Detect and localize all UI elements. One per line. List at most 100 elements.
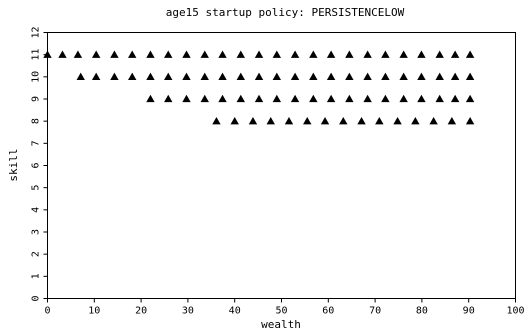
- data-point-marker: [357, 116, 366, 125]
- y-tick-label: 10: [31, 71, 42, 83]
- data-point-marker: [411, 116, 420, 125]
- data-point-marker: [254, 50, 264, 58]
- data-point-marker: [345, 72, 354, 80]
- x-tick-label: 100: [506, 306, 524, 317]
- data-point-marker: [435, 50, 444, 58]
- data-point-marker: [320, 116, 330, 125]
- data-point-marker: [393, 116, 402, 125]
- data-point-marker: [218, 50, 227, 58]
- data-point-marker: [417, 50, 426, 58]
- data-point-marker: [76, 72, 85, 80]
- data-point-marker: [272, 94, 282, 103]
- y-tick-label: 11: [31, 49, 42, 61]
- x-tick-label: 90: [463, 306, 475, 317]
- x-tick-label: 70: [369, 306, 381, 317]
- data-point-marker: [345, 50, 354, 58]
- data-point-marker: [200, 94, 209, 103]
- data-point-marker: [236, 94, 245, 103]
- y-tick-label: 8: [31, 118, 42, 124]
- chart-title: age15 startup policy: PERSISTENCELOW: [166, 6, 405, 19]
- data-point-marker: [309, 50, 318, 58]
- data-point-marker: [146, 94, 155, 103]
- data-point-marker: [290, 72, 300, 80]
- data-point-marker: [200, 72, 209, 80]
- x-tick-label: 30: [182, 306, 194, 317]
- data-point-marker: [128, 72, 137, 80]
- x-tick-label: 40: [229, 306, 241, 317]
- data-point-marker: [58, 50, 67, 58]
- data-point-marker: [182, 94, 191, 103]
- data-point-marker: [381, 94, 390, 103]
- y-tick-label: 2: [31, 251, 42, 257]
- data-point-marker: [266, 116, 275, 125]
- data-point-marker: [399, 72, 408, 80]
- data-point-marker: [435, 72, 444, 80]
- data-point-marker: [164, 94, 173, 103]
- data-point-marker: [381, 50, 390, 58]
- data-point-marker: [182, 50, 191, 58]
- data-point-marker: [363, 72, 372, 80]
- y-tick-label: 1: [31, 273, 42, 279]
- x-tick-label: 0: [44, 306, 50, 317]
- data-point-marker: [345, 94, 354, 103]
- data-point-marker: [182, 72, 191, 80]
- x-tick-label: 80: [416, 306, 428, 317]
- data-point-marker: [110, 50, 119, 58]
- data-point-marker: [230, 116, 239, 125]
- data-point-marker: [363, 94, 372, 103]
- data-point-marker: [435, 94, 444, 103]
- data-point-marker: [290, 50, 300, 58]
- data-point-marker: [272, 72, 282, 80]
- data-point-marker: [272, 50, 282, 58]
- data-point-marker: [212, 116, 221, 125]
- data-point-marker: [465, 116, 475, 125]
- x-axis-label: wealth: [261, 318, 301, 331]
- data-point-marker: [110, 72, 119, 80]
- data-point-marker: [236, 72, 245, 80]
- data-point-marker: [218, 94, 227, 103]
- data-point-marker: [326, 50, 336, 58]
- y-tick-label: 6: [31, 162, 42, 168]
- y-axis-label: skill: [7, 148, 20, 181]
- y-tick-label: 3: [31, 229, 42, 235]
- data-point-marker: [254, 72, 264, 80]
- data-point-marker: [128, 50, 137, 58]
- x-tick-label: 10: [88, 306, 100, 317]
- data-point-marker: [417, 72, 426, 80]
- y-tick-label: 7: [31, 140, 42, 146]
- data-point-marker: [164, 72, 173, 80]
- data-point-marker: [417, 94, 426, 103]
- data-point-marker: [447, 116, 457, 125]
- data-point-marker: [284, 116, 294, 125]
- x-tick-label: 50: [275, 306, 287, 317]
- data-point-marker: [326, 72, 336, 80]
- data-point-marker: [429, 116, 438, 125]
- data-point-marker: [465, 72, 475, 80]
- data-points: [43, 50, 475, 125]
- data-point-marker: [303, 116, 312, 125]
- x-axis: 0 10 20 30 40 50 60 70 80 90 100: [44, 298, 525, 317]
- data-point-marker: [465, 50, 475, 58]
- data-point-marker: [43, 50, 52, 58]
- data-point-marker: [450, 50, 460, 58]
- data-point-marker: [375, 116, 384, 125]
- data-point-marker: [399, 94, 408, 103]
- data-point-marker: [309, 72, 318, 80]
- data-point-marker: [218, 72, 227, 80]
- data-point-marker: [399, 50, 408, 58]
- data-point-marker: [450, 72, 460, 80]
- data-point-marker: [91, 72, 101, 80]
- data-point-marker: [146, 72, 155, 80]
- data-point-marker: [73, 50, 83, 58]
- data-point-marker: [200, 50, 209, 58]
- data-point-marker: [363, 50, 372, 58]
- data-point-marker: [381, 72, 390, 80]
- data-point-marker: [450, 94, 460, 103]
- y-tick-label: 0: [31, 295, 42, 301]
- x-tick-label: 20: [135, 306, 147, 317]
- data-point-marker: [236, 50, 245, 58]
- x-tick-label: 60: [322, 306, 334, 317]
- y-tick-label: 9: [31, 96, 42, 102]
- data-point-marker: [254, 94, 264, 103]
